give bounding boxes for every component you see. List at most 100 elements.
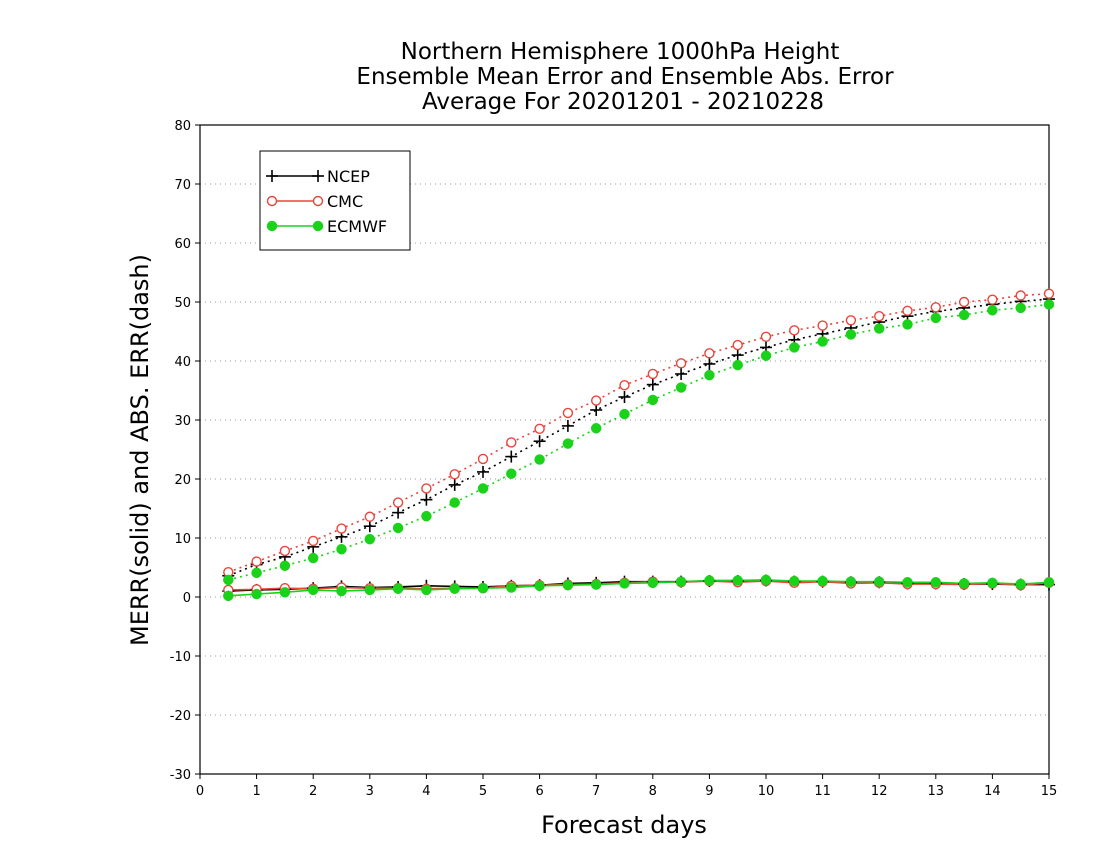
series-ncep-abs-err-point xyxy=(533,435,546,448)
series-ncep-abs-err-point xyxy=(618,390,631,403)
series-cmc-abs-err-point xyxy=(987,294,998,305)
series-ncep-abs-err-point xyxy=(420,493,433,506)
y-tick-label: 70 xyxy=(174,178,191,193)
series-cmc-abs-err-point xyxy=(308,535,319,547)
series-ecmwf-abs-err-point xyxy=(987,305,998,316)
series-ecmwf-abs-err-point xyxy=(1043,299,1055,310)
series-cmc-abs-err-point xyxy=(817,320,828,331)
series-ecmwf-abs-err-point xyxy=(223,574,234,586)
x-tick-label: 3 xyxy=(366,784,374,799)
legend-marker-start xyxy=(266,220,278,232)
x-tick-label: 2 xyxy=(309,784,317,799)
series-ecmwf-merr-point xyxy=(817,575,828,587)
series-ecmwf-merr-point xyxy=(647,577,659,589)
series-ecmwf-abs-err-point xyxy=(704,369,715,381)
series-ecmwf-abs-err-point xyxy=(619,408,630,420)
legend-label: NCEP xyxy=(327,167,370,186)
series-cmc-abs-err-point xyxy=(874,310,885,322)
x-tick-label: 0 xyxy=(196,784,204,799)
series-ecmwf-merr-point xyxy=(421,584,432,596)
legend-marker-start xyxy=(266,195,278,207)
y-tick-label: 60 xyxy=(174,237,191,252)
series-ecmwf-merr-point xyxy=(930,577,942,588)
x-tick-label: 9 xyxy=(705,784,713,799)
series-ecmwf-merr-point xyxy=(987,577,998,589)
chart-title-line-3: Average For 20201201 - 20210228 xyxy=(422,89,824,115)
series-ecmwf-merr-point xyxy=(336,585,347,597)
x-tick-label: 15 xyxy=(1041,784,1058,799)
series-ecmwf-abs-err-point xyxy=(647,394,659,406)
series-cmc-abs-err-point xyxy=(732,339,743,351)
series-ecmwf-abs-err-point xyxy=(845,329,857,340)
series-ecmwf-merr-point xyxy=(1043,577,1055,588)
grid-lines xyxy=(200,183,1049,716)
legend-marker-start xyxy=(266,170,278,182)
series-ecmwf-merr-point xyxy=(704,575,715,586)
series-cmc-abs-err-point xyxy=(760,331,772,343)
series-ecmwf-merr-point xyxy=(562,579,574,591)
series-ncep-abs-err-point xyxy=(448,478,461,491)
series-ecmwf-abs-err-point xyxy=(930,312,942,324)
series-ecmwf-merr-point xyxy=(845,576,857,587)
series-ecmwf-merr-point xyxy=(789,575,800,587)
series-ecmwf-merr-point xyxy=(477,582,489,594)
series-ecmwf-abs-err-point xyxy=(336,543,347,555)
series-cmc-abs-err-point xyxy=(591,395,602,406)
series-cmc-abs-err-point xyxy=(421,483,432,494)
x-tick-label: 11 xyxy=(814,784,831,799)
series-ecmwf-abs-err-point xyxy=(760,350,772,361)
legend-label: ECMWF xyxy=(327,217,387,236)
y-tick-label: 0 xyxy=(183,591,191,606)
series-ncep-abs-err-point xyxy=(561,419,574,432)
series-ecmwf-abs-err-line xyxy=(228,303,1050,581)
chart-title-line-2: Ensemble Mean Error and Ensemble Abs. Er… xyxy=(356,64,894,90)
x-tick-label: 6 xyxy=(535,784,543,799)
series-cmc-abs-err-point xyxy=(704,348,715,359)
series-ecmwf-abs-err-point xyxy=(421,510,432,522)
series-cmc-abs-err-point xyxy=(279,545,291,557)
series-ecmwf-merr-point xyxy=(251,588,262,600)
series-cmc-abs-err-line xyxy=(228,292,1050,573)
series-cmc-abs-err-point xyxy=(845,315,857,326)
series-cmc-abs-err-point xyxy=(477,453,489,465)
series-ecmwf-merr-point xyxy=(506,582,517,593)
series-ecmwf-abs-err-point xyxy=(873,323,885,334)
x-tick-label: 5 xyxy=(479,784,487,799)
series-cmc-abs-err-point xyxy=(647,368,658,380)
series-cmc-abs-err-point xyxy=(930,302,941,313)
series-cmc-abs-err-point xyxy=(364,511,375,522)
series-ncep-abs-err-point xyxy=(675,367,688,380)
series-ncep-abs-err-point xyxy=(505,450,518,463)
series-cmc-abs-err-point xyxy=(251,556,262,567)
series-cmc-abs-err-point xyxy=(1015,290,1026,301)
series-ecmwf-abs-err-point xyxy=(958,309,970,321)
series-cmc-abs-err-point xyxy=(392,497,404,508)
y-tick-label: 80 xyxy=(174,119,191,134)
series-ecmwf-merr-point xyxy=(675,576,687,587)
y-tick-label: 50 xyxy=(174,296,191,311)
x-tick-label: 1 xyxy=(252,784,260,799)
series-ncep-abs-err-point xyxy=(703,357,716,370)
series-ecmwf-merr-point xyxy=(223,590,234,602)
series-cmc-abs-err-point xyxy=(619,379,630,391)
series-ecmwf-abs-err-point xyxy=(902,319,913,330)
series-ecmwf-abs-err-point xyxy=(449,497,460,508)
chart-title: Northern Hemisphere 1000hPa Height Ensem… xyxy=(356,39,894,115)
series-ecmwf-abs-err-point xyxy=(789,342,800,353)
y-tick-label: 20 xyxy=(174,473,191,488)
legend-item-cmc: CMC xyxy=(266,192,363,211)
series-ecmwf-merr-point xyxy=(732,575,743,586)
series-ecmwf-abs-err-point xyxy=(506,468,517,479)
series-ecmwf-merr-point xyxy=(392,583,404,594)
x-tick-label: 12 xyxy=(871,784,888,799)
series-ecmwf-merr-point xyxy=(449,583,460,594)
legend-item-ncep: NCEP xyxy=(266,167,370,186)
x-tick-label: 7 xyxy=(592,784,600,799)
series-cmc-abs-err-point xyxy=(506,437,517,448)
series-ncep-abs-err-point xyxy=(646,378,659,391)
series-ecmwf-abs-err-point xyxy=(534,454,545,465)
series-ecmwf-abs-err-point xyxy=(675,382,687,393)
series-ecmwf-abs-err-point xyxy=(307,552,319,564)
